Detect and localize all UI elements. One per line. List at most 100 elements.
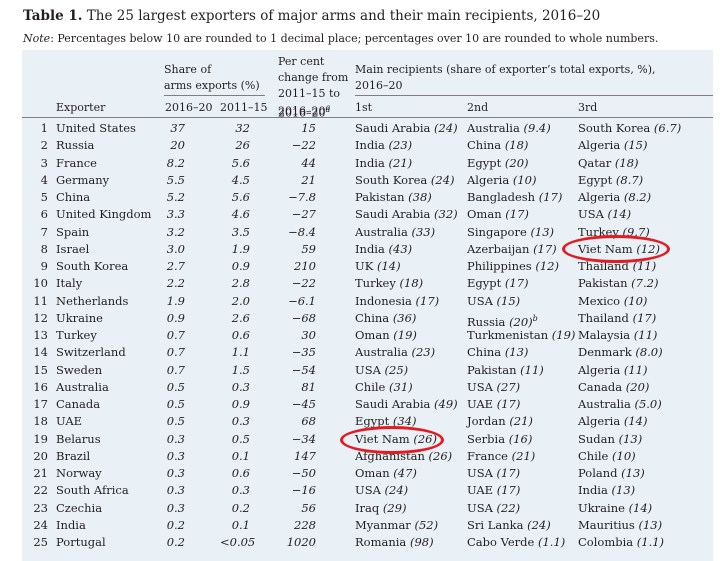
recipient-share: (8.7) (615, 172, 644, 187)
recipient-name: Ukraine (578, 500, 625, 515)
change-cell: −50 (291, 466, 316, 480)
recipient-second-cell: Oman (17) (467, 206, 529, 223)
exporter-cell: United States (56, 121, 136, 135)
recipient-third-cell: India (13) (578, 482, 635, 499)
share-2016-20-cell: 0.5 (166, 414, 185, 429)
table-label: Table 1. (23, 8, 83, 24)
recipient-share: (32) (434, 207, 458, 222)
recipient-third-cell: Pakistan (7.2) (578, 275, 658, 292)
recipient-second-cell: Algeria (10) (467, 172, 536, 189)
recipient-share: (17) (415, 293, 440, 308)
note-text: : Percentages below 10 are rounded to 1 … (50, 32, 659, 45)
recipient-first-cell: Oman (47) (355, 465, 417, 482)
recipient-share: (21) (511, 448, 536, 463)
change-cell: 68 (301, 414, 316, 429)
rank-cell: 22 (33, 483, 48, 498)
table-caption: The 25 largest exporters of major arms a… (86, 8, 601, 24)
note-label: Note (23, 32, 51, 45)
change-cell: −16 (291, 483, 316, 498)
recipient-second-cell: Philippines (12) (467, 258, 559, 275)
share-2011-15-cell: 0.2 (231, 500, 250, 515)
header-bottom-rule (22, 117, 713, 118)
recipient-share: (13) (621, 466, 645, 480)
recipient-name: Bangladesh (467, 190, 536, 204)
recipients-header-line2: 2016–20 (355, 79, 403, 92)
recipient-third-cell: Ukraine (14) (578, 500, 652, 517)
rank-cell: 12 (33, 310, 48, 325)
recipient-share: (1.1) (537, 535, 566, 549)
recipient-name: Viet Nam (578, 241, 633, 256)
recipient-first-cell: India (23) (355, 137, 412, 154)
share-2011-15-cell: 4.6 (231, 207, 250, 222)
change-cell: −22 (291, 138, 316, 153)
recipient-share: (20) (625, 379, 650, 394)
recipient-share: (11) (520, 362, 544, 377)
rank-cell: 6 (40, 207, 48, 222)
recipient-name: Afghanistan (355, 448, 425, 463)
recipient-second-cell: USA (15) (467, 293, 520, 310)
change-cell: −35 (291, 345, 316, 360)
recipient-second-cell: Russia (20)b (467, 310, 538, 331)
recipient-share: (34) (392, 414, 417, 429)
share-2011-15-cell: 0.9 (231, 259, 250, 273)
recipient-name: USA (467, 293, 493, 308)
exporter-cell: Switzerland (56, 345, 126, 360)
rank-cell: 19 (33, 431, 48, 446)
share-header: Share of arms exports (%) (164, 62, 260, 94)
share-2011-15-cell: 5.6 (231, 190, 250, 204)
table-row: 2 Russia 20 26 −22 India (23) China (18) Algeri… (22, 137, 713, 154)
recipient-footnote-b: b (532, 313, 538, 323)
recipient-share: (27) (496, 379, 521, 394)
recipient-name: Malaysia (578, 328, 631, 342)
recipient-second-cell: Egypt (20) (467, 155, 529, 172)
exporter-cell: United Kingdom (56, 207, 152, 222)
share-2016-20-cell: 0.9 (166, 310, 185, 325)
recipient-second-cell: China (18) (467, 137, 528, 154)
recipient-name: Canada (578, 379, 623, 394)
recipient-share: (43) (388, 241, 413, 256)
recipient-third-cell: Colombia (1.1) (578, 534, 664, 551)
recipient-name: Saudi Arabia (355, 121, 431, 135)
recipient-first-cell: India (43) (355, 241, 412, 258)
recipient-third-cell: Algeria (15) (578, 137, 647, 154)
rank-cell: 14 (33, 345, 48, 360)
recipient-share: (18) (399, 276, 424, 291)
recipient-share: (13) (611, 483, 636, 498)
recipient-third-cell: South Korea (6.7) (578, 120, 681, 137)
change-cell: 44 (301, 155, 316, 170)
recipient-second-cell: USA (22) (467, 500, 520, 517)
recipient-second-cell: Serbia (16) (467, 431, 532, 448)
recipient-name: Myanmar (355, 517, 411, 532)
recipient-share: (24) (430, 172, 455, 187)
rank-cell: 7 (40, 224, 48, 239)
table-row: 9 South Korea 2.7 0.9 210 UK (14) Philippines … (22, 258, 713, 275)
recipient-name: Pakistan (355, 190, 405, 204)
recipient-second-cell: Singapore (13) (467, 224, 554, 241)
recipient-share: (7.2) (631, 276, 659, 291)
recipient-share: (22) (496, 500, 521, 515)
recipient-first-cell: Turkey (18) (355, 275, 423, 292)
recipient-first-cell: India (21) (355, 155, 412, 172)
share-2011-15-cell: 26 (235, 138, 250, 153)
recipient-third-cell: Qatar (18) (578, 155, 639, 172)
recipient-second-cell: Cabo Verde (1.1) (467, 534, 565, 551)
exporter-cell: Australia (56, 379, 109, 394)
recipient-name: Egypt (467, 155, 502, 170)
recipient-first-cell: Australia (33) (355, 224, 435, 241)
change-cell: −68 (291, 310, 316, 325)
recipient-name: India (355, 138, 385, 153)
recipient-name: Turkey (355, 276, 396, 291)
recipient-first-cell: Pakistan (38) (355, 189, 432, 206)
table-row: 17 Canada 0.5 0.9 −45 Saudi Arabia (49) UAE (1… (22, 396, 713, 413)
recipient-third-cell: Australia (5.0) (578, 396, 662, 413)
recipient-name: Philippines (467, 259, 532, 273)
share-2016-20-cell: 3.2 (166, 224, 185, 239)
share-2011-15-cell: 0.1 (231, 448, 250, 463)
recipient-share: (14) (623, 414, 648, 429)
recipient-third-cell: Thailand (11) (578, 258, 656, 275)
recipient-name: China (467, 345, 502, 360)
change-header-line1: Per cent (278, 55, 325, 68)
recipient-name: Turkmenistan (467, 328, 549, 342)
recipient-second-cell: Sri Lanka (24) (467, 517, 551, 534)
change-cell: −22 (291, 276, 316, 291)
